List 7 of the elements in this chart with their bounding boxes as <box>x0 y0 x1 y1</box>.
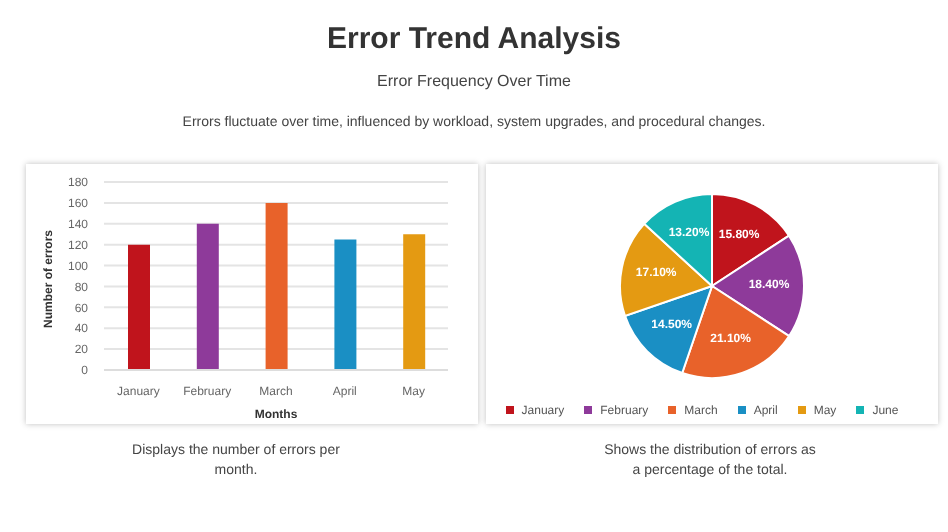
bar <box>334 239 357 370</box>
bar <box>128 244 150 370</box>
bar <box>403 234 426 370</box>
bar <box>196 223 219 370</box>
chart-subtitle: Error Frequency Over Time <box>375 72 573 90</box>
chart-title: Error Trend Analysis <box>325 22 623 56</box>
bar <box>265 202 288 370</box>
